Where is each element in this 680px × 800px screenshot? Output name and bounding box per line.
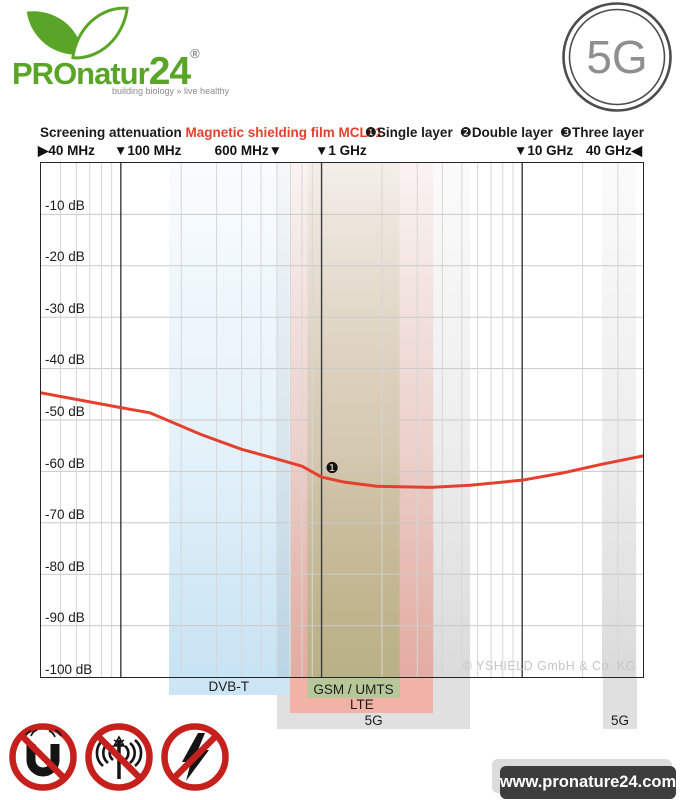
xtick-10ghz: ▼10 GHz <box>514 143 574 158</box>
legend-three-layer-icon: ❸ <box>559 125 572 140</box>
ytick--40db: -40 dB <box>45 352 85 368</box>
no-electric-fields-icon <box>161 723 229 791</box>
ytick--60db: -60 dB <box>45 455 85 471</box>
xtick-1ghz: ▼1 GHz <box>315 143 367 158</box>
prohibition-icons <box>8 722 230 792</box>
chart-title-product: Magnetic shielding film MCL61 <box>185 125 383 140</box>
band-label-dvb-t: DVB-T <box>208 678 250 694</box>
badge-5g-text: 5G <box>586 31 647 83</box>
registered-mark: ® <box>190 46 200 61</box>
ytick--50db: -50 dB <box>45 404 85 419</box>
brand-tagline: building biology » live healthy <box>112 86 230 96</box>
ytick--90db: -90 dB <box>45 610 85 626</box>
band-label-gsm-umts: GSM / UMTS <box>313 681 394 697</box>
ytick--30db: -30 dB <box>45 300 85 316</box>
watermark: © YSHIELD GmbH & Co. KG <box>462 659 636 673</box>
xtick-40ghz: 40 GHz◀ <box>585 143 642 158</box>
legend-double-layer-icon: ❷ <box>459 125 472 140</box>
band-extension-gsm-umts: GSM / UMTS <box>307 678 400 698</box>
ytick--80db: -80 dB <box>45 558 85 574</box>
brand-name: PROnatur24® <box>12 46 200 93</box>
ytick--70db: -70 dB <box>45 507 85 523</box>
no-radio-waves-icon <box>85 723 153 791</box>
no-magnetic-fields-icon <box>9 723 77 791</box>
xtick-100mhz: ▼100 MHz <box>114 143 182 158</box>
attenuation-curve <box>41 391 643 489</box>
xtick-40mhz: ▶40 MHz <box>38 143 95 158</box>
plot-area: ❶ -10 dB -20 dB -30 dB -40 dB -50 dB -60 dB -7… <box>40 162 644 678</box>
chart-title-row: Screening attenuation Magnetic shielding… <box>40 125 644 142</box>
ytick--10db: -10 dB <box>45 197 85 213</box>
chart-svg: ❶ <box>41 163 643 677</box>
badge-5g: 5G <box>560 0 674 119</box>
band-extension-dvb-t: DVB-T <box>168 678 289 695</box>
band-label-5g-mmwave: 5G <box>611 712 630 728</box>
pronatur24-logo: PROnatur24® building biology » live heal… <box>0 1 240 102</box>
ytick--20db: -20 dB <box>45 249 85 265</box>
band-label-lte: LTE <box>350 696 374 712</box>
ytick--100db: -100 dB <box>45 662 93 677</box>
legend-single-layer-icon: ❶ <box>364 125 377 140</box>
xtick-600mhz: 600 MHz▼ <box>214 143 282 158</box>
curve-marker-single-layer: ❶ <box>325 460 338 477</box>
band-extension-5g-mmwave: 5G <box>602 678 638 729</box>
chart-title: Screening attenuation <box>40 125 186 140</box>
website-url[interactable]: www.pronature24.com <box>500 766 676 799</box>
chart-legend: ❶Single layer ❷Double layer ❸Three layer <box>364 125 644 140</box>
band-label-5g-sub6: 5G <box>364 712 383 728</box>
